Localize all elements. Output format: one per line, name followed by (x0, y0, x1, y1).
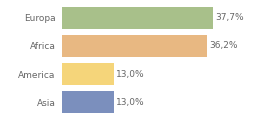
Text: 13,0%: 13,0% (116, 98, 145, 107)
Bar (62, 91, 114, 113)
Text: 36,2%: 36,2% (209, 41, 238, 50)
Bar (62, 7, 213, 29)
Bar (62, 35, 207, 57)
Text: 13,0%: 13,0% (116, 70, 145, 79)
Bar (62, 63, 114, 85)
Text: 37,7%: 37,7% (216, 13, 244, 22)
